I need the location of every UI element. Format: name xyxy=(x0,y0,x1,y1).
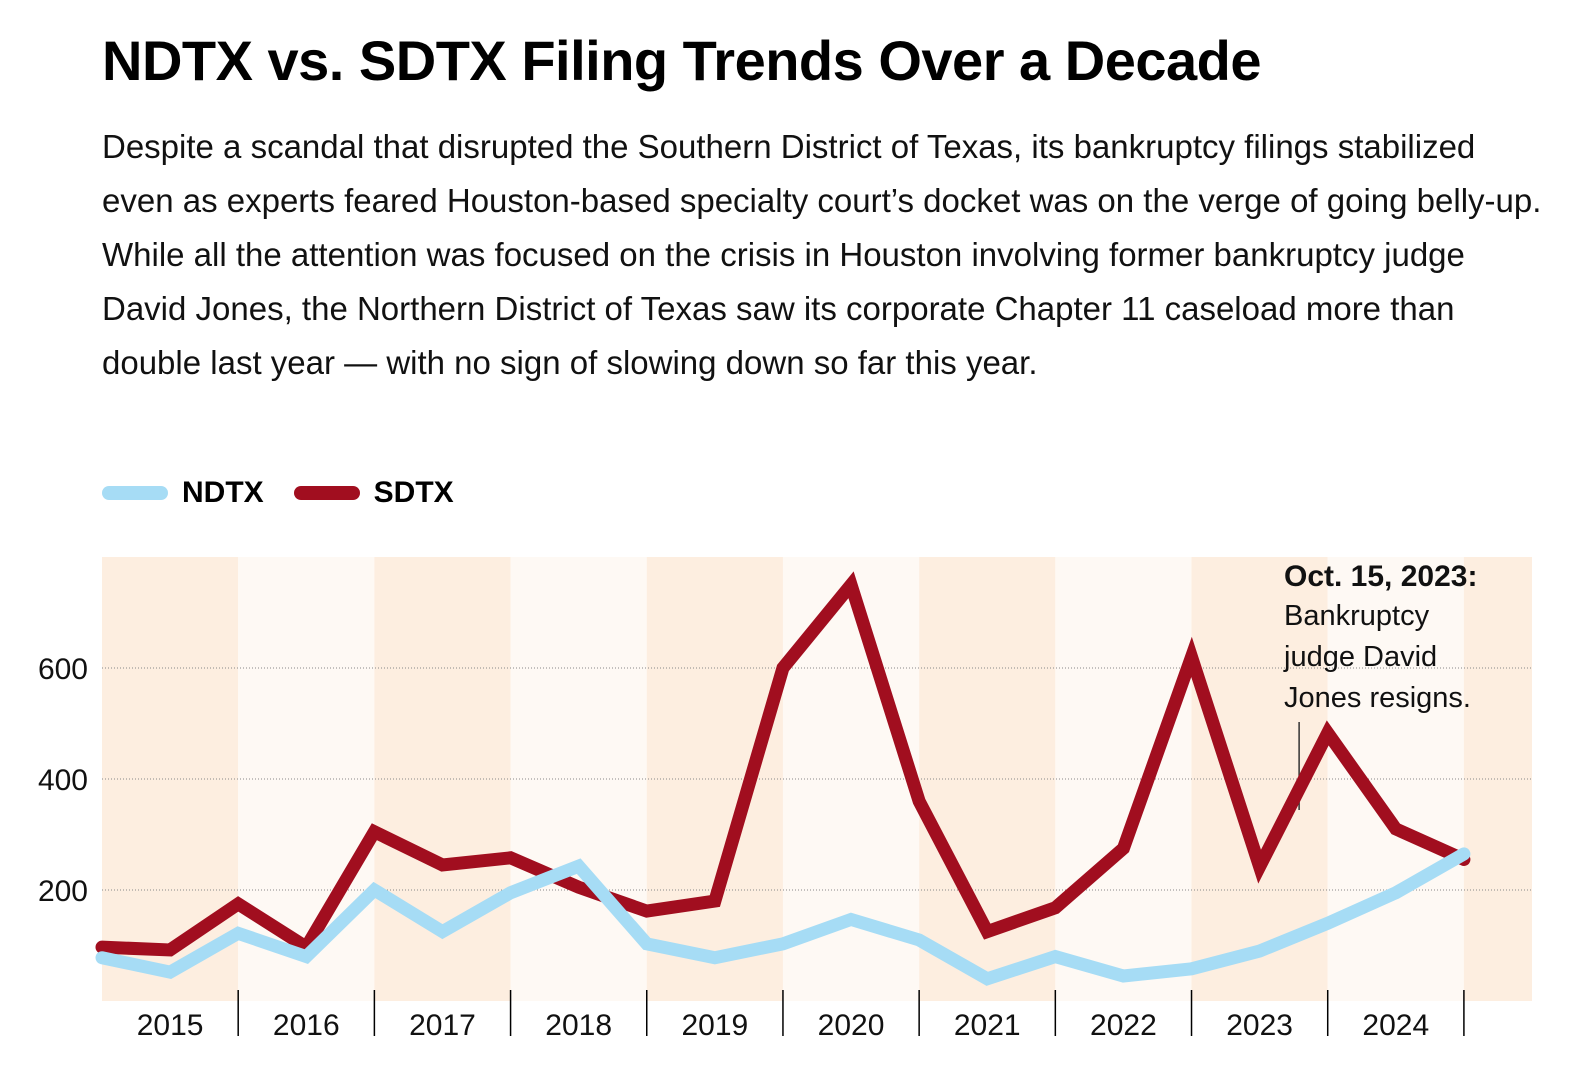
x-tick-label: 2020 xyxy=(818,1009,885,1042)
legend: NDTX SDTX xyxy=(102,476,484,510)
legend-swatch xyxy=(102,486,168,500)
y-tick-label: 600 xyxy=(38,653,88,686)
x-tick-label: 2023 xyxy=(1226,1009,1293,1042)
x-tick-label: 2024 xyxy=(1362,1009,1429,1042)
legend-label: SDTX xyxy=(373,476,454,509)
year-band xyxy=(102,557,239,1001)
legend-label: NDTX xyxy=(182,476,264,509)
legend-item: SDTX xyxy=(293,476,454,510)
annotation-title: Oct. 15, 2023: xyxy=(1284,560,1477,593)
x-tick-label: 2018 xyxy=(545,1009,612,1042)
series-line xyxy=(95,847,1471,986)
annotation-text: Bankruptcy judge David Jones resigns. xyxy=(1283,600,1471,714)
x-tick-label: 2016 xyxy=(273,1009,340,1042)
annotation-line-text: Jones resigns. xyxy=(1284,682,1471,714)
year-band xyxy=(1055,557,1192,1001)
y-tick-label: 200 xyxy=(38,875,88,908)
x-tick-label: 2015 xyxy=(137,1009,204,1042)
chart-title: NDTX vs. SDTX Filing Trends Over a Decad… xyxy=(102,29,1261,92)
legend-item: NDTX xyxy=(102,476,264,510)
x-tick-label: 2021 xyxy=(954,1009,1021,1042)
legend-swatch xyxy=(293,486,360,500)
x-tick-label: 2017 xyxy=(409,1009,476,1042)
series-line xyxy=(95,571,1471,957)
x-tick-label: 2019 xyxy=(681,1009,748,1042)
y-tick-label: 400 xyxy=(38,764,88,797)
chart-subtitle: Despite a scandal that disrupted the Sou… xyxy=(102,128,1542,381)
annotation-line-text: judge David xyxy=(1283,641,1437,673)
annotation-line-text: Bankruptcy xyxy=(1284,600,1430,632)
x-tick-label: 2022 xyxy=(1090,1009,1157,1042)
